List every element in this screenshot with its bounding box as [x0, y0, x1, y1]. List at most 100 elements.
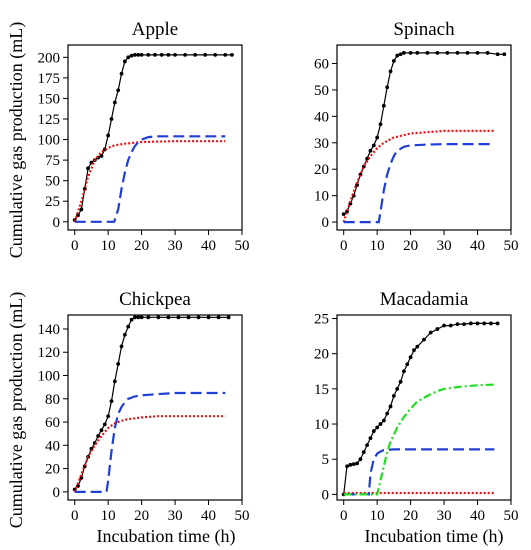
data-point	[112, 100, 117, 105]
data-point	[226, 315, 231, 320]
data-point	[126, 324, 131, 329]
x-tick-label: 40	[470, 508, 485, 524]
data-point	[455, 322, 460, 327]
data-point	[385, 85, 390, 90]
data-point	[136, 52, 141, 57]
y-tick-label: 120	[38, 345, 61, 361]
data-point	[462, 322, 467, 327]
data-point	[223, 52, 228, 57]
y-tick-label: 25	[314, 312, 329, 328]
data-point	[371, 143, 376, 148]
series-line	[343, 322, 498, 495]
data-point	[203, 52, 208, 57]
data-point	[133, 52, 137, 57]
data-point	[415, 51, 420, 55]
data-point	[166, 52, 171, 57]
data-point	[126, 55, 131, 60]
data-point	[495, 321, 500, 326]
data-point	[402, 51, 406, 55]
x-tick-label: 30	[437, 508, 452, 524]
data-point	[106, 414, 111, 419]
plot-frame	[336, 314, 512, 501]
y-tick-label: 0	[322, 487, 330, 503]
data-point	[398, 379, 403, 384]
y-tick-label: 60	[45, 415, 60, 431]
data-point	[495, 52, 500, 57]
series-line	[73, 415, 226, 493]
data-point	[166, 315, 171, 320]
data-point	[183, 52, 188, 57]
y-tick-label: 0	[53, 215, 61, 231]
data-point	[485, 51, 490, 55]
data-point	[408, 355, 413, 360]
y-tick-label: 175	[38, 71, 61, 87]
x-tick-label: 0	[340, 238, 348, 254]
data-point	[482, 321, 487, 326]
data-point	[159, 52, 164, 57]
series-line	[74, 316, 229, 490]
data-point	[213, 52, 218, 57]
chart-panel: Apple 0 10 20 30 40 50 0 25 50 75 100 125 150 175 200	[38, 19, 250, 254]
data-point	[146, 315, 151, 320]
data-point	[391, 58, 396, 63]
data-point	[99, 428, 104, 433]
data-point	[206, 315, 211, 320]
x-tick-label: 20	[403, 508, 418, 524]
data-point	[116, 88, 121, 93]
data-point	[405, 362, 410, 367]
data-point	[365, 156, 370, 161]
y-tick-label: 20	[45, 462, 60, 478]
y-tick-label: 50	[45, 174, 60, 190]
data-point	[153, 52, 157, 57]
data-point	[398, 52, 403, 57]
x-tick-label: 50	[235, 238, 250, 254]
data-point	[378, 122, 383, 127]
y-tick-label: 75	[45, 153, 60, 169]
data-point	[502, 52, 507, 57]
data-point	[381, 103, 386, 108]
x-tick-label: 20	[403, 238, 418, 254]
data-point	[365, 443, 370, 448]
data-point	[361, 450, 366, 455]
data-point	[355, 461, 359, 466]
series-line	[73, 140, 226, 223]
x-tick-label: 10	[370, 238, 385, 254]
data-point	[381, 418, 386, 423]
data-point	[371, 429, 376, 433]
data-point	[193, 52, 198, 57]
data-point	[368, 436, 373, 440]
data-point	[375, 425, 380, 430]
y-tick-label: 10	[314, 189, 329, 205]
data-point	[415, 344, 420, 349]
data-point	[102, 422, 107, 427]
figure-ylabel-top: Cumulative gas production (mL)	[6, 22, 27, 258]
x-tick-label: 40	[201, 508, 216, 524]
data-point	[422, 337, 426, 342]
data-point	[146, 52, 151, 57]
data-point	[348, 462, 353, 467]
data-point	[355, 183, 359, 187]
chart-panel: Spinach 0 10 20 30 40 50 0 10 20 30 40 50 60	[314, 19, 519, 254]
data-point	[395, 53, 400, 58]
series-line	[343, 448, 495, 496]
data-point	[351, 462, 356, 467]
series-line	[342, 129, 495, 223]
data-point	[412, 348, 416, 353]
y-tick-label: 0	[53, 485, 61, 501]
data-point	[109, 399, 114, 404]
x-tick-label: 30	[437, 238, 452, 254]
data-point	[442, 323, 446, 328]
data-point	[109, 117, 114, 121]
data-point	[468, 321, 473, 326]
data-point	[139, 315, 144, 320]
data-point	[391, 393, 396, 398]
series-line	[74, 135, 226, 223]
y-tick-label: 20	[314, 162, 329, 178]
y-tick-label: 40	[45, 438, 60, 454]
plot-frame	[67, 314, 243, 501]
chart-panel: Macadamia 0 10 20 30 40 50 0 5 10 15 20 25	[314, 289, 519, 524]
y-tick-label: 20	[314, 347, 329, 363]
data-point	[119, 344, 124, 349]
